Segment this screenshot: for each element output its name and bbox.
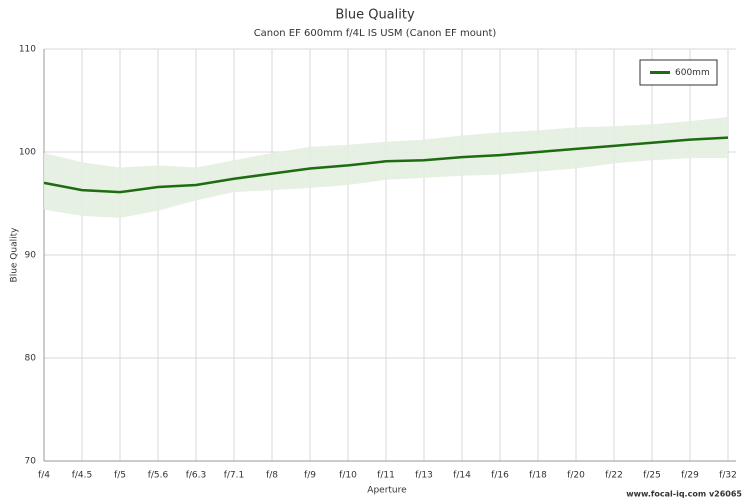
- y-axis-label: Blue Quality: [10, 227, 20, 283]
- x-tick-label: f/10: [339, 471, 357, 481]
- y-tick-label: 100: [19, 148, 36, 158]
- x-tick-label: f/4.5: [72, 471, 93, 481]
- y-tick-label: 90: [25, 251, 37, 261]
- x-tick-label: f/11: [377, 471, 395, 481]
- x-tick-label: f/5.6: [148, 471, 169, 481]
- x-tick-label: f/25: [643, 471, 661, 481]
- chart-subtitle: Canon EF 600mm f/4L IS USM (Canon EF mou…: [254, 28, 497, 39]
- y-tick-label: 80: [25, 354, 37, 364]
- x-tick-label: f/22: [605, 471, 623, 481]
- x-axis-label: Aperture: [367, 486, 407, 496]
- x-tick-label: f/32: [719, 471, 737, 481]
- x-tick-label: f/29: [681, 471, 699, 481]
- legend-label: 600mm: [675, 68, 710, 78]
- y-tick-label: 70: [25, 457, 37, 467]
- chart-title: Blue Quality: [335, 8, 415, 23]
- x-tick-label: f/5: [114, 471, 126, 481]
- x-tick-label: f/8: [266, 471, 278, 481]
- series-line: [43, 136, 729, 194]
- x-tick-label: f/7.1: [224, 471, 245, 481]
- x-tick-label: f/14: [453, 471, 471, 481]
- x-tick-label: f/9: [304, 471, 316, 481]
- confidence-band: [44, 116, 728, 218]
- x-tick-label: f/18: [529, 471, 547, 481]
- footer: www.focal-iq.com v26065: [626, 490, 742, 499]
- x-tick-label: f/13: [415, 471, 433, 481]
- x-tick-label: f/4: [38, 471, 50, 481]
- x-tick-label: f/16: [491, 471, 509, 481]
- x-tick-label: f/6.3: [186, 471, 207, 481]
- x-tick-label: f/20: [567, 471, 585, 481]
- y-tick-label: 110: [19, 45, 36, 55]
